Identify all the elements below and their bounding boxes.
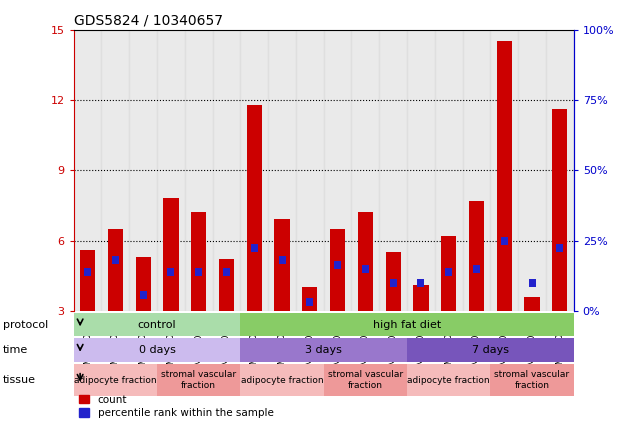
Bar — [435, 30, 463, 311]
Bar — [469, 201, 484, 311]
Bar — [445, 267, 452, 276]
Bar — [552, 109, 567, 311]
Legend: count, percentile rank within the sample: count, percentile rank within the sample — [79, 395, 274, 418]
Bar — [140, 291, 147, 299]
Bar — [274, 220, 290, 311]
Bar — [268, 30, 296, 311]
Bar — [324, 30, 351, 311]
Bar — [463, 30, 490, 311]
Bar — [407, 338, 574, 362]
Bar — [390, 279, 397, 288]
Bar — [385, 252, 401, 311]
Text: stromal vascular
fraction: stromal vascular fraction — [161, 371, 237, 390]
Text: tissue: tissue — [3, 375, 36, 385]
Text: high fat diet: high fat diet — [373, 320, 441, 330]
Bar — [167, 267, 174, 276]
Bar — [490, 30, 518, 311]
Bar — [74, 30, 101, 311]
Bar — [324, 364, 407, 396]
Bar — [112, 256, 119, 264]
Bar — [191, 212, 206, 311]
Bar — [518, 30, 546, 311]
Bar — [334, 261, 341, 269]
Bar — [302, 288, 317, 311]
Bar — [556, 244, 563, 252]
Bar — [490, 364, 574, 396]
Text: GDS5824 / 10340657: GDS5824 / 10340657 — [74, 13, 222, 27]
Bar — [413, 285, 429, 311]
Text: 0 days: 0 days — [138, 345, 176, 355]
Text: protocol: protocol — [3, 320, 49, 330]
Bar — [240, 30, 268, 311]
Bar — [501, 237, 508, 245]
Bar — [213, 30, 240, 311]
Bar — [80, 250, 96, 311]
Bar — [219, 259, 234, 311]
Text: 7 days: 7 days — [472, 345, 509, 355]
Bar — [74, 364, 157, 396]
Bar — [546, 30, 574, 311]
Bar — [101, 30, 129, 311]
Bar — [240, 313, 574, 336]
Bar — [330, 229, 345, 311]
Text: 3 days: 3 days — [305, 345, 342, 355]
Bar — [358, 212, 373, 311]
Text: adipocyte fraction: adipocyte fraction — [241, 376, 323, 385]
Bar — [306, 298, 313, 306]
Bar — [84, 267, 91, 276]
Text: stromal vascular
fraction: stromal vascular fraction — [328, 371, 403, 390]
Bar — [247, 104, 262, 311]
Bar — [351, 30, 379, 311]
Text: control: control — [138, 320, 176, 330]
Bar — [251, 244, 258, 252]
Bar — [279, 256, 285, 264]
Bar — [129, 30, 157, 311]
Text: adipocyte fraction: adipocyte fraction — [74, 376, 156, 385]
Bar — [407, 30, 435, 311]
Bar — [135, 257, 151, 311]
Text: adipocyte fraction: adipocyte fraction — [408, 376, 490, 385]
Bar — [379, 30, 407, 311]
Bar — [407, 364, 490, 396]
Bar — [417, 279, 424, 288]
Bar — [240, 364, 324, 396]
Bar — [157, 364, 240, 396]
Bar — [240, 338, 407, 362]
Bar — [157, 30, 185, 311]
Bar — [529, 279, 535, 288]
Bar — [185, 30, 213, 311]
Bar — [473, 265, 480, 273]
Text: time: time — [3, 345, 28, 355]
Bar — [441, 236, 456, 311]
Bar — [74, 338, 240, 362]
Bar — [223, 267, 230, 276]
Bar — [362, 265, 369, 273]
Bar — [74, 313, 240, 336]
Bar — [497, 41, 512, 311]
Text: stromal vascular
fraction: stromal vascular fraction — [494, 371, 570, 390]
Bar — [296, 30, 324, 311]
Bar — [196, 267, 202, 276]
Bar — [524, 297, 540, 311]
Bar — [108, 229, 123, 311]
Bar — [163, 198, 179, 311]
